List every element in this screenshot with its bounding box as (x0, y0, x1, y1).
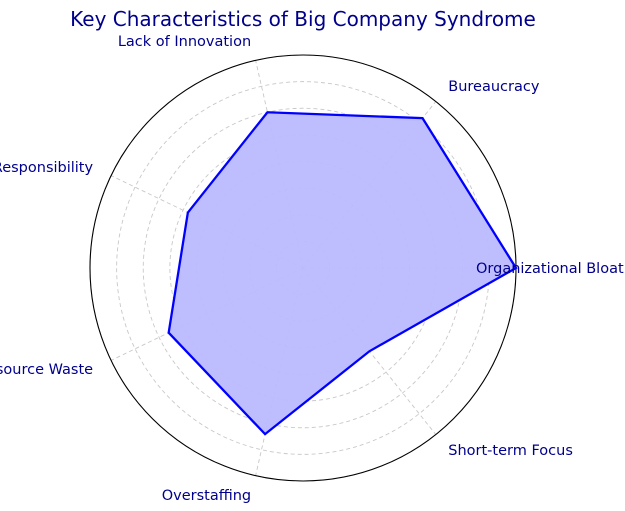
category-label: Bureaucracy (448, 79, 540, 95)
category-label: Resource Waste (0, 362, 93, 378)
category-label: Short-term Focus (448, 443, 573, 459)
data-layer (167, 111, 518, 436)
chart-title: Key Characteristics of Big Company Syndr… (70, 7, 536, 31)
label-layer: Organizational Bloat Bureaucracy Lack of I… (0, 34, 624, 504)
category-label: Overstaffing (162, 488, 251, 504)
category-label: Lack of Innovation (118, 34, 251, 50)
category-label: Unclear Responsibility (0, 160, 93, 176)
series-area (168, 112, 517, 435)
category-label: Organizational Bloat (476, 261, 624, 277)
series-line (167, 111, 518, 436)
